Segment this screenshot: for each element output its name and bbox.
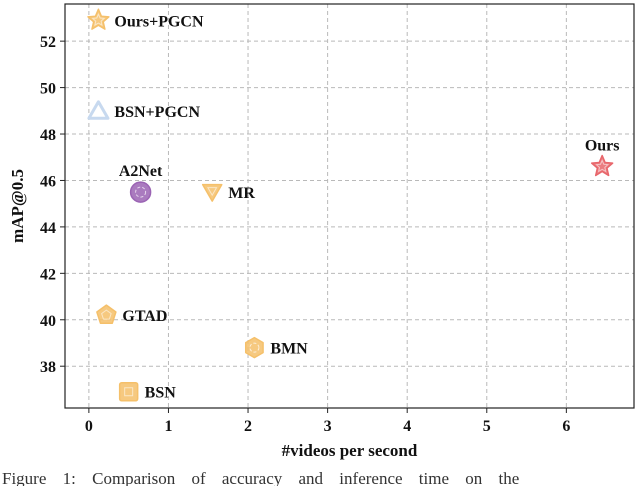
point-bmn: BMN [244,336,308,359]
y-tick-label: 48 [40,127,56,144]
x-axis-label: #videos per second [282,441,418,460]
axis-ticks: 0 1 2 3 4 5 6 38 40 42 44 46 48 50 52 [40,34,570,435]
y-tick-label: 52 [40,34,56,51]
grid-lines [65,4,634,408]
x-tick-label: 0 [85,418,93,435]
x-tick-label: 3 [324,418,332,435]
scatter-chart: 0 1 2 3 4 5 6 38 40 42 44 46 48 50 52 Ours+PGCN BSN+PGC… [8,3,635,460]
point-gtad: GTAD [96,304,167,325]
x-tick-label: 4 [403,418,411,435]
y-tick-label: 38 [40,359,56,376]
point-label: Ours+PGCN [114,13,204,30]
x-tick-label: 1 [164,418,172,435]
marker-circle [129,181,152,203]
point-bsn: BSN [118,381,177,402]
point-label: MR [228,185,255,202]
data-points: Ours+PGCN BSN+PGCN Ours A2Net MR GTAD BMN BSN [87,8,620,402]
point-a2net: A2Net [119,163,163,203]
point-label: BSN+PGCN [114,104,200,121]
y-axis-label: mAP@0.5 [8,169,27,243]
y-tick-label: 40 [40,313,56,330]
point-label: BSN [145,385,177,402]
marker-square [118,381,139,402]
point-label: Ours [585,138,620,155]
marker-hexagon [244,336,264,359]
marker-pentagon [96,304,117,324]
marker-star [87,8,110,30]
x-tick-label: 2 [244,418,252,435]
y-tick-label: 50 [40,81,56,98]
point-ours: Ours [585,138,620,177]
x-tick-label: 5 [483,418,491,435]
marker-triangle-up [87,100,110,120]
plot-frame [64,3,635,409]
y-tick-label: 42 [40,266,56,283]
marker-triangle-down [201,183,223,202]
y-tick-label: 44 [40,220,56,237]
point-ours-pgcn: Ours+PGCN [87,8,204,30]
figure-caption: Figure 1: Comparison of accuracy and inf… [2,470,520,486]
y-tick-label: 46 [40,173,56,190]
point-mr: MR [201,183,255,202]
point-label: BMN [270,341,308,358]
point-bsn-pgcn: BSN+PGCN [87,100,200,121]
marker-star [590,154,614,177]
x-tick-label: 6 [562,418,570,435]
point-label: A2Net [119,163,163,180]
point-label: GTAD [122,308,167,325]
